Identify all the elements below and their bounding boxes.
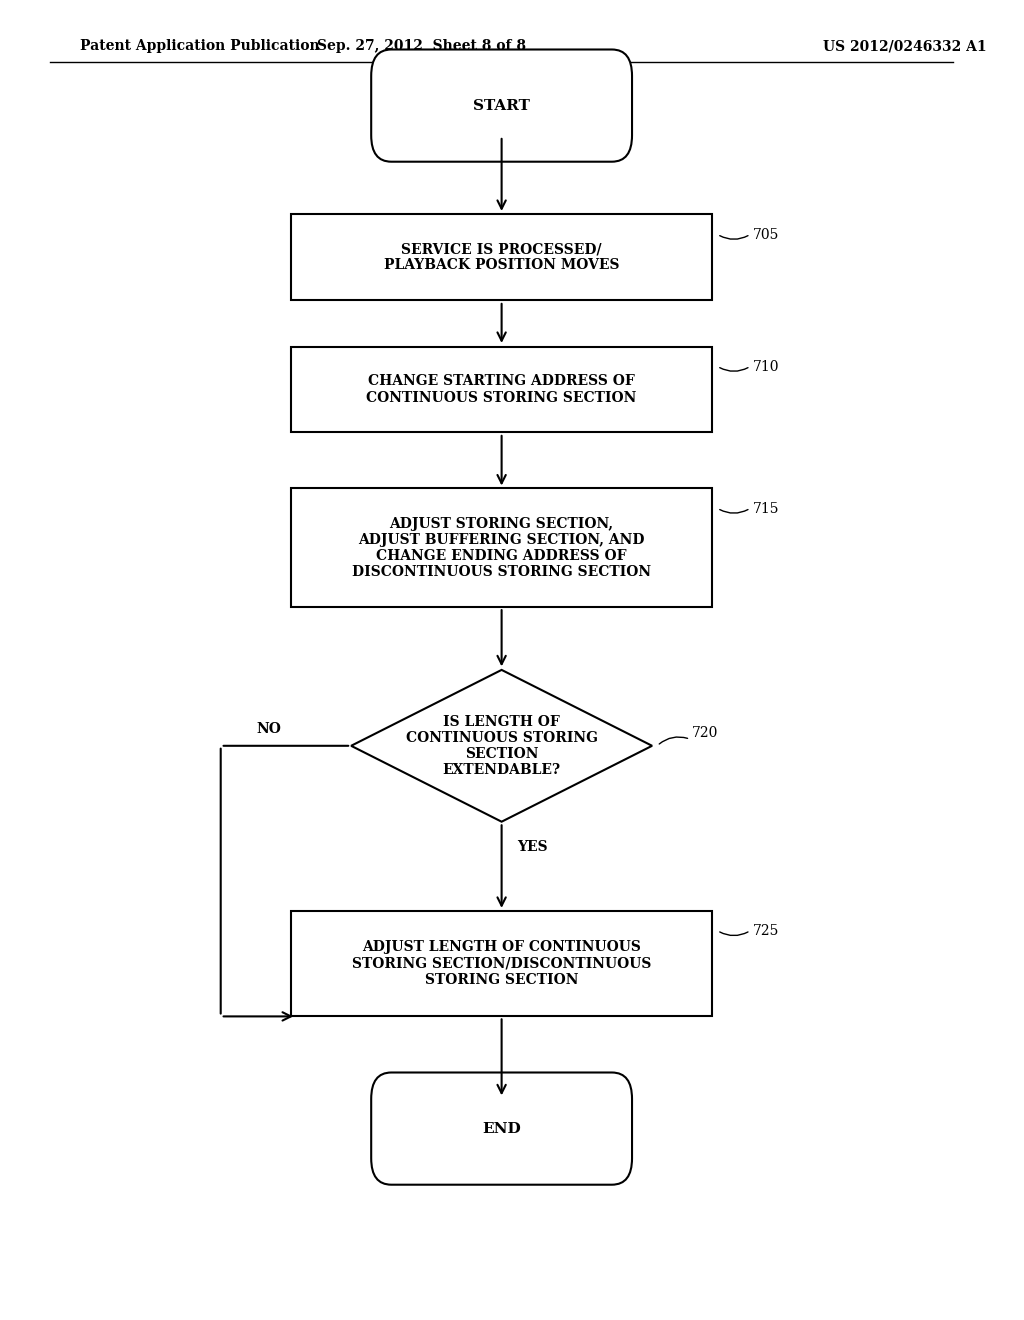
Text: SERVICE IS PROCESSED/
PLAYBACK POSITION MOVES: SERVICE IS PROCESSED/ PLAYBACK POSITION … — [384, 243, 620, 272]
Text: ADJUST LENGTH OF CONTINUOUS
STORING SECTION/DISCONTINUOUS
STORING SECTION: ADJUST LENGTH OF CONTINUOUS STORING SECT… — [352, 940, 651, 987]
FancyBboxPatch shape — [371, 49, 632, 161]
Text: FIG. 7: FIG. 7 — [469, 103, 535, 121]
Text: Sep. 27, 2012  Sheet 8 of 8: Sep. 27, 2012 Sheet 8 of 8 — [316, 40, 526, 53]
Text: 720: 720 — [692, 726, 719, 739]
Text: CHANGE STARTING ADDRESS OF
CONTINUOUS STORING SECTION: CHANGE STARTING ADDRESS OF CONTINUOUS ST… — [367, 375, 637, 404]
Text: US 2012/0246332 A1: US 2012/0246332 A1 — [822, 40, 986, 53]
Text: 715: 715 — [753, 502, 779, 516]
Text: 705: 705 — [753, 227, 779, 242]
Text: IS LENGTH OF
CONTINUOUS STORING
SECTION
EXTENDABLE?: IS LENGTH OF CONTINUOUS STORING SECTION … — [406, 714, 598, 777]
Bar — [291, 346, 713, 433]
Bar — [291, 488, 713, 607]
FancyBboxPatch shape — [371, 1072, 632, 1185]
Text: 710: 710 — [753, 360, 779, 374]
Text: 725: 725 — [753, 924, 779, 939]
Text: START: START — [473, 99, 530, 112]
Text: END: END — [482, 1122, 521, 1135]
Bar — [291, 214, 713, 300]
Text: NO: NO — [256, 722, 281, 735]
Text: Patent Application Publication: Patent Application Publication — [80, 40, 319, 53]
Polygon shape — [351, 671, 652, 821]
Bar — [291, 911, 713, 1016]
Text: YES: YES — [517, 841, 547, 854]
Text: ADJUST STORING SECTION,
ADJUST BUFFERING SECTION, AND
CHANGE ENDING ADDRESS OF
D: ADJUST STORING SECTION, ADJUST BUFFERING… — [352, 516, 651, 579]
